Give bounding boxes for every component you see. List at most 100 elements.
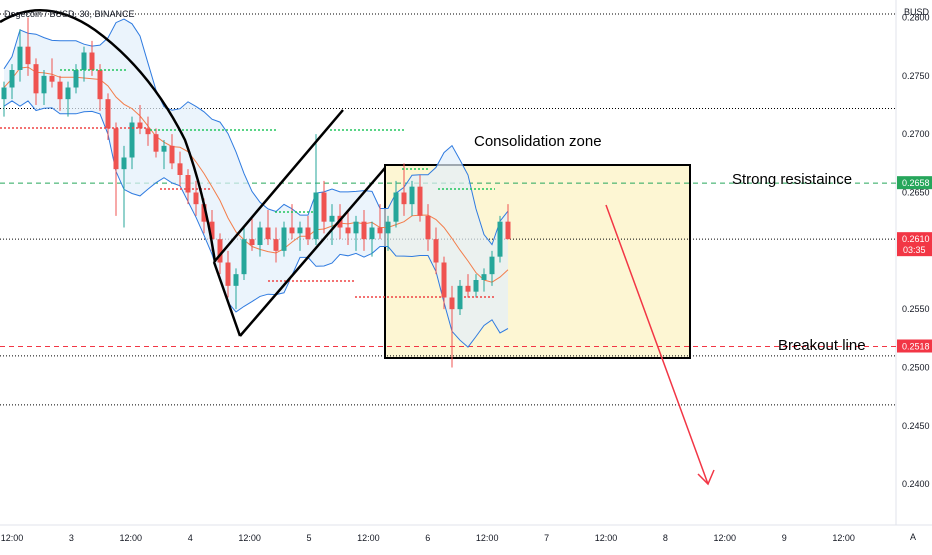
candle-body (129, 122, 135, 158)
candle-body (313, 192, 319, 240)
candle-body (449, 297, 455, 310)
candle-body (481, 274, 487, 280)
time-tick-label: 12:00 (476, 533, 499, 543)
candle-body (385, 221, 391, 234)
wedge-lower-line[interactable] (239, 167, 386, 337)
rounding-top-arc[interactable] (0, 9, 217, 263)
time-tick-label: 9 (782, 533, 787, 543)
candle-body (465, 285, 471, 292)
time-tick-label: 12:00 (120, 533, 143, 543)
price-badge-countdown: 03:35 (903, 245, 926, 255)
breakout-line-label: Breakout line (778, 337, 866, 354)
candle-body (473, 280, 479, 292)
candle-body (457, 285, 463, 310)
candle-body (41, 75, 47, 94)
price-badge-0 (897, 176, 932, 190)
candle-body (233, 274, 239, 286)
price-tick-label: 0.2750 (902, 71, 930, 81)
candle-body (401, 192, 407, 205)
breakout-arrow-line[interactable] (605, 204, 709, 485)
candle-body (393, 192, 399, 222)
time-axis[interactable]: 12:00 3 12:00 4 12:00 5 12:00 6 12:00 7 12:00 8 12:0… (1, 533, 855, 543)
candle-body (201, 204, 207, 222)
time-tick-label: 3 (69, 533, 74, 543)
candle-body (65, 87, 71, 100)
bollinger-band (3, 18, 509, 348)
bollinger-lower-line (3, 100, 509, 348)
candle-body (257, 227, 263, 245)
candle-body (329, 215, 335, 222)
candlesticks (1, 17, 511, 368)
candle-body (137, 122, 143, 129)
candle-body (297, 227, 303, 234)
candle-body (33, 64, 39, 94)
candle-body (49, 75, 55, 82)
auto-scale-button[interactable]: A (910, 532, 916, 542)
time-tick-label: 5 (306, 533, 311, 543)
candle-body (249, 239, 255, 245)
price-badge-label: 0.2518 (902, 342, 930, 352)
candle-body (265, 227, 271, 240)
candle-body (425, 215, 431, 240)
symbol-title[interactable]: Dogecoin / BUSD, 30, BINANCE (4, 9, 135, 19)
candle-body (369, 227, 375, 240)
price-badge-label: 0.2658 (902, 178, 930, 188)
candle-body (345, 227, 351, 234)
candle-body (209, 221, 215, 240)
candle-body (281, 227, 287, 251)
candle-body (505, 221, 511, 240)
candle-body (145, 128, 151, 135)
candle-body (113, 128, 119, 170)
price-badge-1 (897, 232, 932, 257)
candle-body (489, 256, 495, 275)
price-tick-label: 0.2800 (902, 13, 930, 23)
time-tick-label: 12:00 (832, 533, 855, 543)
strong-resistance-label: Strong resistaince (732, 171, 852, 188)
candle-body (305, 227, 311, 240)
candle-body (97, 70, 103, 100)
candle-body (225, 262, 231, 286)
bollinger-basis-line (3, 66, 509, 283)
candle-body (121, 157, 127, 170)
candle-body (497, 221, 503, 257)
candle-body (353, 221, 359, 234)
time-tick-label: 12:00 (357, 533, 380, 543)
candle-body (25, 46, 31, 65)
candle-body (1, 87, 7, 100)
candle-body (273, 239, 279, 251)
candle-body (361, 221, 367, 240)
candle-body (409, 186, 415, 205)
wedge-left-line[interactable] (212, 261, 242, 337)
time-tick-label: 4 (188, 533, 193, 543)
candle-body (241, 239, 247, 275)
bollinger-upper-line (3, 18, 509, 246)
time-tick-label: 12:00 (238, 533, 261, 543)
candle-body (217, 239, 223, 263)
candle-body (185, 175, 191, 193)
candle-body (433, 239, 439, 263)
bollinger-band-fill (4, 19, 508, 348)
candle-body (417, 186, 423, 216)
time-tick-label: 6 (425, 533, 430, 543)
time-tick-label: 7 (544, 533, 549, 543)
candle-body (377, 227, 383, 234)
price-badge-label: 0.2610 (902, 234, 930, 244)
wedge-upper-line[interactable] (213, 109, 344, 263)
candle-body (9, 70, 15, 88)
breakout-arrow-head (697, 469, 715, 486)
price-tick-label: 0.2400 (902, 479, 930, 489)
price-tick-label: 0.2450 (902, 421, 930, 431)
price-tick-label: 0.2550 (902, 304, 930, 314)
price-tick-label: 0.2700 (902, 129, 930, 139)
candle-body (321, 192, 327, 222)
price-tick-label: 0.2650 (902, 188, 930, 198)
price-tick-label: 0.2500 (902, 363, 930, 373)
candle-body (17, 46, 23, 70)
candle-body (153, 134, 159, 152)
candle-body (289, 227, 295, 234)
candle-body (89, 52, 95, 70)
candle-body (193, 192, 199, 205)
